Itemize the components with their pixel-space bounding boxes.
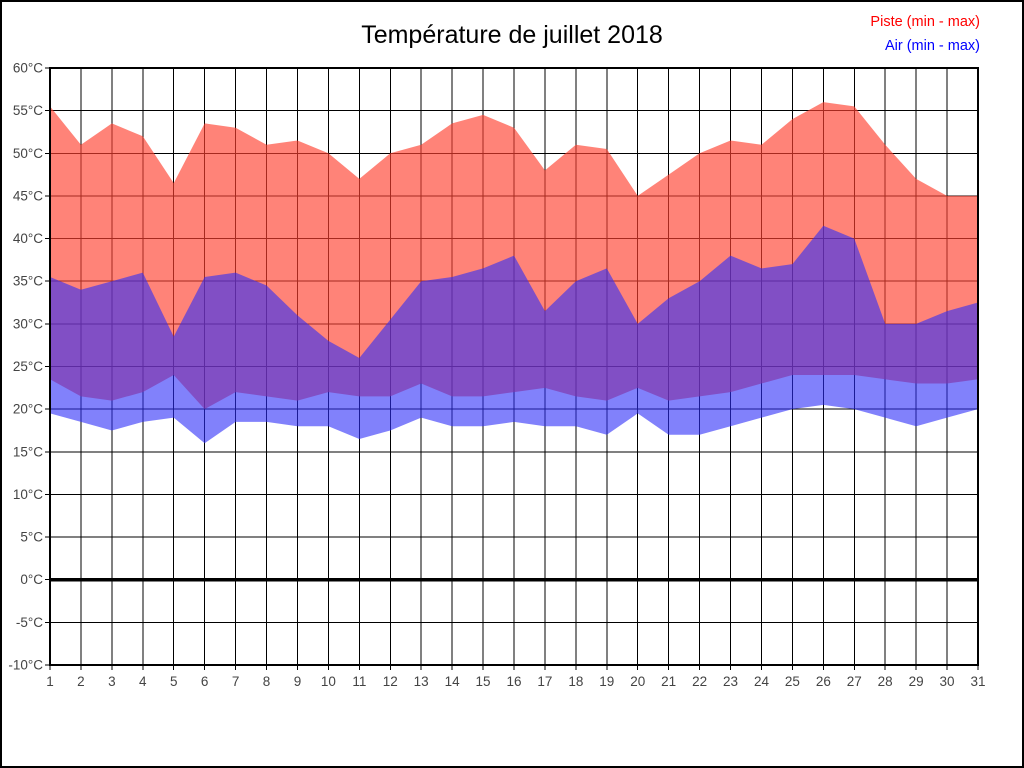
x-tick-label: 16 (506, 674, 521, 689)
x-tick-label: 7 (232, 674, 240, 689)
y-tick-label: 25°C (13, 359, 43, 374)
x-tick-label: 24 (754, 674, 770, 689)
y-tick-label: 10°C (13, 487, 43, 502)
x-tick-label: 27 (847, 674, 862, 689)
x-tick-label: 26 (816, 674, 831, 689)
x-tick-label: 18 (568, 674, 583, 689)
x-tick-label: 15 (476, 674, 491, 689)
x-tick-label: 17 (537, 674, 552, 689)
y-tick-label: 35°C (13, 274, 43, 289)
y-tick-label: 5°C (20, 530, 43, 545)
x-tick-label: 3 (108, 674, 116, 689)
x-tick-label: 9 (294, 674, 302, 689)
x-tick-label: 6 (201, 674, 209, 689)
x-tick-label: 19 (599, 674, 614, 689)
y-tick-label: 50°C (13, 146, 43, 161)
legend-item-air: Air (min - max) (884, 38, 980, 54)
y-tick-label: 0°C (20, 572, 43, 587)
x-tick-label: 31 (970, 674, 985, 689)
x-tick-label: 11 (352, 674, 366, 689)
y-tick-label: -5°C (16, 615, 43, 630)
x-tick-label: 25 (785, 674, 800, 689)
x-tick-label: 30 (940, 674, 955, 689)
y-tick-label: 55°C (13, 103, 43, 118)
air-band (50, 225, 978, 444)
x-tick-label: 12 (383, 674, 398, 689)
plot-frame (49, 67, 979, 666)
y-tick-label: 45°C (13, 188, 43, 203)
x-tick-label: 29 (909, 674, 924, 689)
y-tick-label: -10°C (8, 658, 43, 673)
chart-legend: Piste (min - max) Air (min - max) (870, 10, 980, 58)
x-tick-label: 20 (630, 674, 645, 689)
x-tick-label: 1 (46, 674, 54, 689)
y-tick-label: 30°C (13, 316, 43, 331)
y-tick-label: 40°C (13, 231, 43, 246)
x-tick-label: 28 (878, 674, 893, 689)
y-tick-label: 20°C (13, 402, 43, 417)
x-tick-label: 22 (692, 674, 707, 689)
x-tick-label: 4 (139, 674, 147, 689)
x-tick-label: 8 (263, 674, 271, 689)
x-tick-label: 21 (661, 674, 676, 689)
chart-title: Température de juillet 2018 (361, 21, 663, 49)
x-tick-label: 14 (445, 674, 461, 689)
y-tick-label: 15°C (13, 444, 43, 459)
y-tick-label: 60°C (13, 61, 43, 76)
x-tick-label: 5 (170, 674, 178, 689)
legend-item-piste: Piste (min - max) (870, 14, 980, 30)
x-tick-label: 23 (723, 674, 738, 689)
x-tick-label: 10 (321, 674, 336, 689)
x-tick-label: 2 (77, 674, 85, 689)
x-tick-label: 13 (414, 674, 429, 689)
